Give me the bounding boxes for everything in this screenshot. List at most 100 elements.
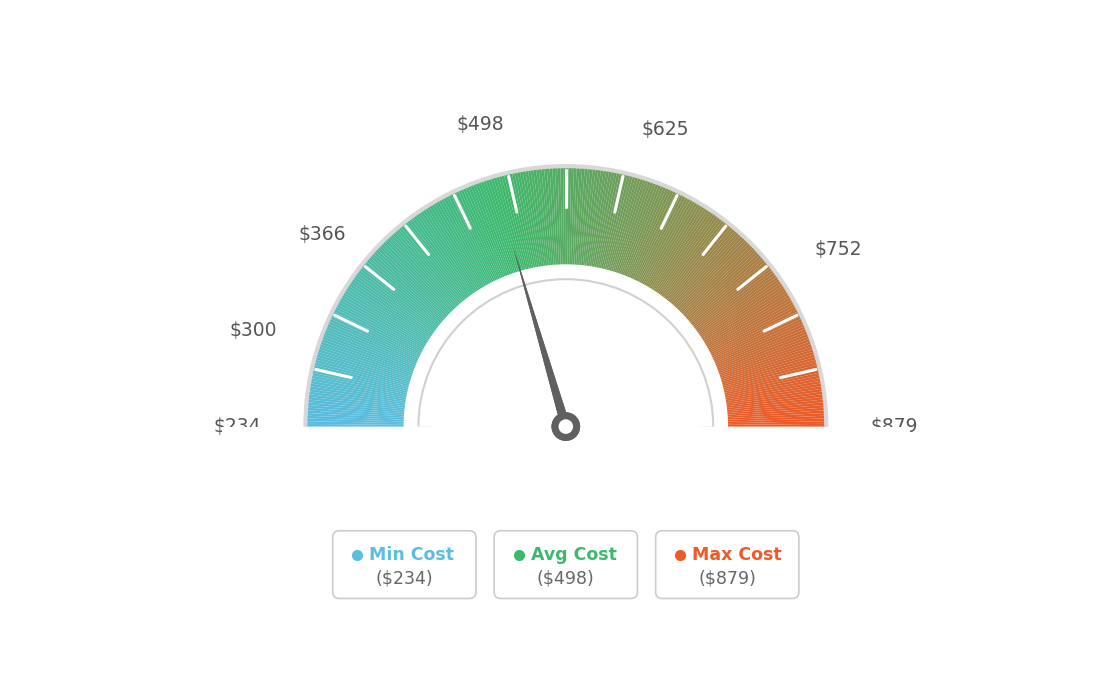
Wedge shape [720, 346, 815, 378]
Wedge shape [395, 228, 461, 304]
Wedge shape [708, 304, 797, 352]
Wedge shape [607, 175, 636, 271]
Wedge shape [714, 323, 806, 364]
Wedge shape [539, 167, 551, 266]
Wedge shape [726, 400, 825, 411]
Wedge shape [722, 359, 818, 386]
Wedge shape [652, 207, 708, 291]
Wedge shape [326, 323, 417, 364]
Wedge shape [668, 224, 732, 302]
Wedge shape [625, 184, 665, 277]
Text: Min Cost: Min Cost [369, 546, 454, 564]
Wedge shape [704, 292, 790, 344]
Wedge shape [308, 388, 406, 404]
Wedge shape [408, 217, 469, 298]
Circle shape [552, 412, 580, 441]
Wedge shape [307, 397, 405, 410]
Wedge shape [436, 199, 487, 287]
Wedge shape [580, 167, 591, 266]
Wedge shape [726, 405, 826, 415]
Text: $498: $498 [456, 115, 503, 134]
Wedge shape [330, 313, 421, 358]
Wedge shape [349, 280, 433, 337]
Wedge shape [417, 278, 714, 426]
Wedge shape [573, 166, 580, 266]
Wedge shape [346, 285, 431, 340]
Wedge shape [317, 348, 412, 380]
Wedge shape [702, 287, 787, 342]
Wedge shape [724, 378, 822, 398]
Wedge shape [447, 193, 493, 283]
Wedge shape [677, 237, 746, 310]
Wedge shape [428, 204, 482, 289]
Wedge shape [601, 172, 625, 269]
Text: Avg Cost: Avg Cost [531, 546, 616, 564]
Wedge shape [726, 397, 825, 410]
Wedge shape [583, 168, 596, 266]
Wedge shape [726, 408, 826, 417]
Wedge shape [728, 415, 826, 422]
Wedge shape [555, 166, 561, 265]
Wedge shape [571, 166, 576, 265]
Wedge shape [400, 224, 464, 302]
Wedge shape [457, 188, 500, 279]
Wedge shape [339, 297, 426, 347]
Text: $879: $879 [871, 417, 919, 436]
Wedge shape [609, 176, 638, 272]
Wedge shape [721, 351, 816, 382]
Text: ($879): ($879) [699, 569, 756, 587]
Wedge shape [725, 383, 824, 402]
Wedge shape [728, 424, 826, 426]
Wedge shape [679, 241, 750, 313]
Wedge shape [715, 328, 808, 367]
Wedge shape [526, 169, 542, 267]
Wedge shape [724, 380, 822, 400]
Wedge shape [331, 310, 421, 356]
Wedge shape [596, 170, 617, 268]
Wedge shape [635, 191, 679, 282]
Wedge shape [310, 373, 407, 395]
Wedge shape [424, 207, 479, 291]
Wedge shape [636, 192, 681, 282]
Wedge shape [333, 306, 423, 353]
Wedge shape [343, 289, 428, 343]
FancyBboxPatch shape [495, 531, 637, 598]
Wedge shape [493, 176, 522, 272]
Wedge shape [470, 184, 508, 277]
Wedge shape [315, 354, 411, 383]
Wedge shape [666, 222, 730, 301]
Wedge shape [664, 219, 725, 299]
Wedge shape [341, 292, 427, 344]
Wedge shape [645, 199, 696, 287]
Wedge shape [329, 316, 420, 359]
Wedge shape [406, 219, 468, 299]
Wedge shape [310, 375, 407, 396]
Wedge shape [691, 263, 769, 326]
Wedge shape [307, 400, 405, 411]
Circle shape [559, 420, 573, 434]
Wedge shape [684, 250, 760, 319]
Wedge shape [306, 413, 404, 420]
Wedge shape [445, 195, 492, 284]
Wedge shape [353, 273, 435, 333]
Wedge shape [721, 357, 817, 385]
Wedge shape [673, 233, 742, 308]
Wedge shape [322, 331, 416, 368]
Wedge shape [473, 182, 510, 276]
Wedge shape [699, 280, 783, 337]
Wedge shape [415, 213, 474, 295]
Wedge shape [704, 294, 792, 346]
Wedge shape [726, 411, 826, 418]
Wedge shape [307, 391, 406, 406]
Wedge shape [710, 308, 799, 355]
Wedge shape [712, 318, 804, 361]
Wedge shape [651, 205, 705, 290]
Wedge shape [723, 364, 819, 390]
Wedge shape [501, 174, 528, 270]
Wedge shape [622, 182, 659, 276]
Wedge shape [581, 167, 593, 266]
Wedge shape [422, 208, 478, 292]
Wedge shape [514, 170, 535, 268]
Wedge shape [593, 170, 612, 268]
Wedge shape [599, 172, 623, 269]
